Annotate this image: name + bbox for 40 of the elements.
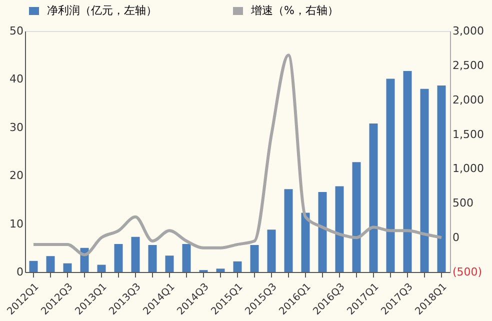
bar xyxy=(250,245,259,272)
legend-label: 增速（%，右轴） xyxy=(250,4,338,17)
y2-tick-label: 500 xyxy=(452,196,474,210)
bar xyxy=(420,88,429,272)
bar xyxy=(335,186,344,272)
y2-tick-label: 1,000 xyxy=(452,162,484,176)
y-tick-label: 20 xyxy=(10,169,24,182)
bar xyxy=(131,236,140,272)
bar xyxy=(29,260,38,272)
bar xyxy=(284,189,293,272)
bar xyxy=(46,256,55,272)
y-tick-label: 50 xyxy=(10,24,24,38)
y2-tick-label: 0 xyxy=(452,231,460,244)
y2-tick-label: 3,000 xyxy=(452,24,484,38)
y-tick-label: 30 xyxy=(10,120,24,134)
bar xyxy=(182,244,191,272)
y2-tick-label: (500) xyxy=(452,266,482,278)
y-tick-label: 10 xyxy=(10,217,24,230)
bar xyxy=(437,85,446,272)
bar xyxy=(148,245,157,272)
y2-tick-label: 1,500 xyxy=(452,128,484,141)
y-tick-label: 0 xyxy=(16,266,24,278)
bar xyxy=(63,263,72,272)
line-series xyxy=(32,54,443,256)
y-tick-label: 40 xyxy=(10,72,24,86)
bar xyxy=(403,71,412,272)
bar xyxy=(301,212,310,272)
legend-label: 净利润（亿元，左轴） xyxy=(47,4,157,17)
bar xyxy=(369,124,378,272)
y2-tick-label: 2,500 xyxy=(452,58,484,72)
bar xyxy=(165,256,174,272)
bar xyxy=(97,264,106,272)
bar xyxy=(318,192,327,272)
bar xyxy=(267,230,276,272)
bar xyxy=(352,162,361,272)
bar xyxy=(233,261,242,272)
bar xyxy=(114,244,123,272)
y2-tick-label: 2,000 xyxy=(452,93,484,106)
bar xyxy=(216,268,225,272)
bar xyxy=(386,78,395,272)
